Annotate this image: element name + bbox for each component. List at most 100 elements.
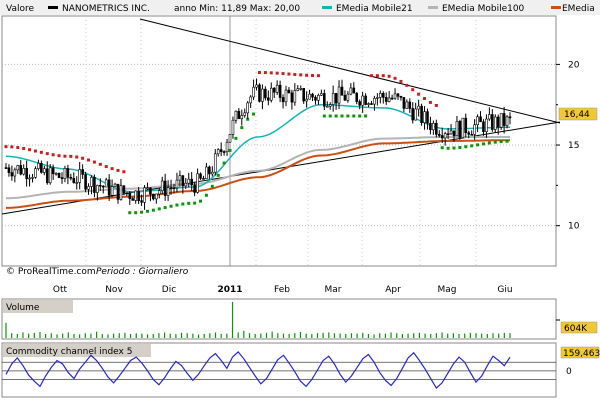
volume-bar — [101, 334, 103, 338]
volume-bar — [475, 333, 477, 338]
candle-body — [134, 190, 137, 201]
candle-body — [13, 169, 17, 177]
sar-dot — [193, 201, 197, 205]
candle-body — [237, 110, 241, 120]
candle-body — [408, 101, 412, 109]
sar-dot — [328, 114, 332, 118]
volume-bar — [107, 334, 109, 338]
candle-body — [290, 92, 294, 103]
candle-body — [269, 87, 273, 101]
legend-valore-label: Valore — [6, 4, 34, 14]
candle-body — [405, 101, 409, 109]
volume-bar — [28, 333, 30, 338]
volume-title-box — [3, 300, 73, 313]
volume-bar — [226, 333, 228, 338]
volume-bar — [90, 333, 92, 338]
sar-dot — [423, 97, 427, 101]
sar-dot — [63, 154, 67, 158]
candle-body — [87, 186, 90, 190]
sar-dot — [116, 168, 120, 172]
last-price-value: 16,44 — [564, 110, 590, 120]
sar-dot — [128, 211, 132, 215]
volume-bar — [413, 333, 415, 338]
sar-dot — [92, 160, 96, 164]
sar-dot — [417, 92, 421, 96]
candle-body — [116, 183, 120, 200]
sar-dot — [493, 140, 497, 144]
candle-body — [240, 115, 244, 120]
sar-dot — [446, 146, 450, 150]
sar-dot — [293, 72, 297, 76]
sar-dot — [240, 126, 244, 130]
credit-text: © ProRealTime.com — [6, 267, 96, 277]
candle-body — [258, 84, 261, 102]
sar-dot — [334, 114, 338, 118]
candle-body — [272, 87, 276, 93]
sar-dot — [175, 203, 179, 207]
volume-bar — [260, 333, 262, 338]
legend-anno-text: anno Min: 11,89 Max: 20,00 — [174, 4, 300, 14]
sar-dot — [45, 152, 49, 156]
candle-body — [101, 185, 105, 188]
volume-bar — [492, 333, 494, 338]
candle-body — [370, 103, 373, 105]
volume-bar — [237, 332, 239, 338]
candle-body — [252, 86, 255, 98]
candle-body — [355, 92, 359, 102]
sar-dot — [311, 74, 315, 78]
volume-bar — [220, 334, 222, 338]
volume-bar — [322, 332, 324, 338]
candle-body — [317, 94, 320, 101]
ema21-line — [5, 103, 510, 193]
candle-body — [449, 130, 453, 135]
sar-dot — [51, 153, 55, 157]
sar-dot — [122, 170, 126, 174]
legend-ema200-swatch — [551, 6, 561, 9]
volume-bar — [469, 332, 471, 338]
candle-body — [464, 117, 468, 133]
volume-bar — [124, 332, 126, 338]
volume-bar — [135, 333, 137, 338]
volume-bar — [5, 322, 7, 338]
candle-body — [152, 193, 155, 200]
candle-body — [128, 193, 132, 199]
sar-dot — [57, 154, 61, 158]
candle-body — [249, 96, 252, 104]
sar-dot — [452, 146, 456, 150]
volume-bar — [486, 334, 488, 338]
sar-dot — [28, 148, 32, 152]
sar-dot — [87, 158, 91, 162]
x-label-feb: Feb — [274, 285, 290, 295]
sar-dot — [252, 112, 256, 116]
candle-body — [399, 96, 403, 98]
sar-dot — [340, 114, 344, 118]
candle-body — [149, 187, 152, 195]
sar-dot — [411, 88, 415, 92]
candle-body — [66, 168, 70, 178]
candle-body — [379, 93, 382, 98]
volume-bar — [282, 333, 285, 338]
sar-dot — [199, 199, 203, 203]
x-label-ott: Ott — [53, 285, 68, 295]
volume-bars — [5, 302, 511, 338]
x-label-2011: 2011 — [217, 285, 242, 295]
candle-body — [381, 93, 385, 98]
candle-body — [308, 93, 311, 100]
candle-body — [411, 108, 415, 121]
candle-body — [202, 178, 205, 180]
candle-body — [373, 98, 376, 105]
candle-body — [470, 134, 473, 136]
volume-bar — [197, 334, 200, 338]
volume-bar — [141, 333, 143, 338]
candle-body — [396, 93, 400, 97]
candle-body — [414, 108, 417, 121]
x-label-apr: Apr — [385, 285, 401, 295]
candle-body — [137, 190, 140, 201]
candle-body — [10, 172, 14, 177]
volume-bar — [339, 333, 341, 338]
candle-body — [305, 98, 308, 102]
volume-bar — [277, 333, 279, 338]
sar-dot — [381, 74, 385, 78]
volume-bar — [84, 333, 86, 338]
volume-bar — [384, 333, 387, 338]
